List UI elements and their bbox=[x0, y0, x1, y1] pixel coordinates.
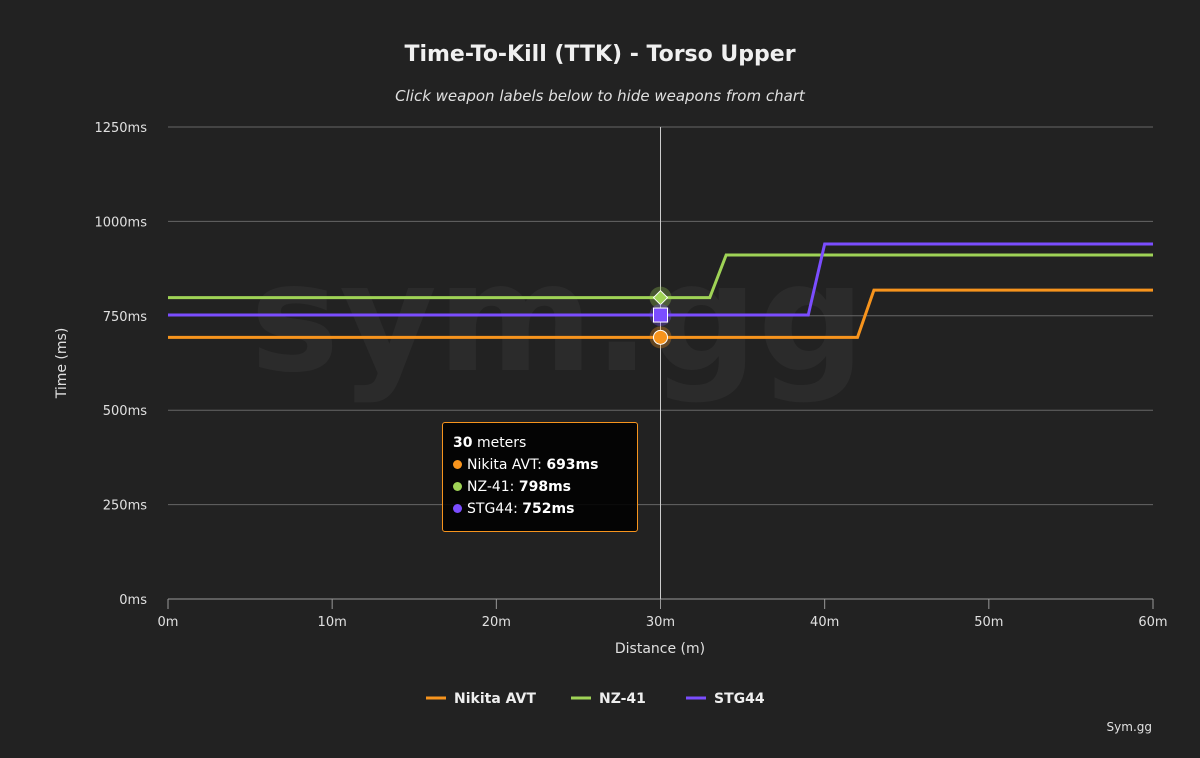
chart-title: Time-To-Kill (TTK) - Torso Upper bbox=[404, 42, 795, 67]
nikita-dot-icon bbox=[453, 460, 462, 469]
y-tick-label: 1000ms bbox=[94, 215, 147, 230]
legend-item-nz-41[interactable]: NZ-41 bbox=[571, 691, 646, 707]
tooltip-row: NZ-41: 798ms bbox=[453, 476, 627, 498]
y-tick-label: 250ms bbox=[103, 499, 147, 514]
series-line-stg44[interactable] bbox=[168, 242, 1153, 317]
legend-label[interactable]: NZ-41 bbox=[599, 691, 646, 707]
legend-item-nikita-avt[interactable]: Nikita AVT bbox=[426, 691, 536, 707]
tooltip-unit: meters bbox=[476, 435, 527, 451]
marker-nikita-avt bbox=[653, 329, 668, 345]
marker-stg44 bbox=[653, 307, 668, 323]
watermark-logo: sym.gg bbox=[250, 232, 865, 406]
series-line-nikita-avt[interactable] bbox=[168, 288, 1153, 339]
legend-item-stg44[interactable]: STG44 bbox=[686, 691, 765, 707]
chart-subtitle: Click weapon labels below to hide weapon… bbox=[395, 87, 806, 105]
x-tick-label: 10m bbox=[318, 615, 347, 630]
tooltip-value: 693ms bbox=[546, 457, 599, 473]
tooltip-row: STG44: 752ms bbox=[453, 498, 627, 520]
tooltip-label: Nikita AVT: bbox=[467, 457, 547, 473]
x-tick-label: 20m bbox=[482, 615, 511, 630]
y-tick-label: 0ms bbox=[119, 593, 147, 608]
y-axis-label: Time (ms) bbox=[54, 328, 70, 400]
x-tick-label: 0m bbox=[158, 615, 179, 630]
tooltip-row: Nikita AVT: 693ms bbox=[453, 454, 627, 476]
y-tick-label: 750ms bbox=[103, 310, 147, 325]
tooltip-distance: 30 bbox=[453, 435, 473, 451]
x-tick-label: 30m bbox=[646, 615, 675, 630]
stg44-dot-icon bbox=[453, 504, 462, 513]
legend-label[interactable]: STG44 bbox=[714, 691, 765, 707]
nz41-dot-icon bbox=[453, 482, 462, 491]
x-tick-label: 60m bbox=[1138, 615, 1167, 630]
tooltip: 30 meters Nikita AVT: 693ms NZ-41: 798ms… bbox=[442, 422, 638, 532]
credit[interactable]: Sym.gg bbox=[1107, 720, 1152, 734]
x-tick-label: 50m bbox=[974, 615, 1003, 630]
tooltip-value: 752ms bbox=[522, 501, 575, 517]
legend-label[interactable]: Nikita AVT bbox=[454, 691, 536, 707]
tooltip-value: 798ms bbox=[518, 479, 572, 495]
x-tick-label: 40m bbox=[810, 615, 839, 630]
tooltip-label: STG44: bbox=[467, 501, 523, 517]
x-axis-label: Distance (m) bbox=[615, 641, 705, 657]
marker-nz-41 bbox=[652, 289, 669, 306]
y-tick-label: 1250ms bbox=[94, 121, 147, 136]
tooltip-label: NZ-41: bbox=[467, 479, 519, 495]
y-tick-label: 500ms bbox=[103, 404, 147, 419]
series-line-nz-41[interactable] bbox=[168, 253, 1153, 300]
